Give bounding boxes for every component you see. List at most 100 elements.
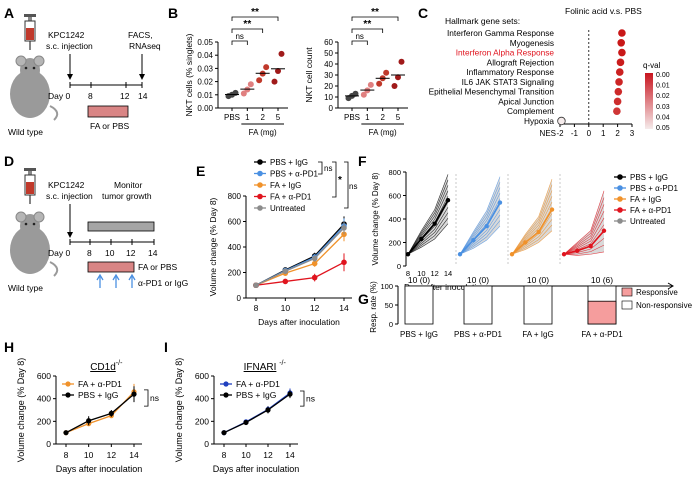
gsea-point xyxy=(616,58,625,67)
y-tick-label: 10 xyxy=(324,93,333,102)
x-tick-label: 1 xyxy=(245,113,250,122)
x-tick-label: 10 xyxy=(84,450,94,460)
data-point xyxy=(391,83,398,89)
x-tick-label: 10 xyxy=(281,303,291,313)
mean-line xyxy=(407,199,449,255)
x-tick-label: 1 xyxy=(601,129,606,138)
gene-set-label: Allograft Rejection xyxy=(487,57,555,67)
y-tick-label: 100 xyxy=(380,282,393,291)
significance-bracket xyxy=(332,161,337,198)
significance-label: ns xyxy=(235,32,243,41)
individual-trajectory xyxy=(511,224,553,255)
legend-label: PBS + IgG xyxy=(78,390,118,400)
individual-trajectory xyxy=(511,190,553,255)
legend-label: FA + IgG xyxy=(630,195,661,204)
significance-label: * xyxy=(338,175,342,186)
y-tick-label: 600 xyxy=(228,218,242,227)
gsea-point xyxy=(617,38,625,47)
legend-label: PBS + α-PD1 xyxy=(270,170,319,179)
panel-letter-c: C xyxy=(418,5,428,21)
data-point xyxy=(278,50,285,57)
legend-colorbar xyxy=(645,73,653,129)
x-tick-label: 10 xyxy=(417,269,425,278)
significance-label: ns xyxy=(306,394,315,404)
x-tick-label: FA + IgG xyxy=(522,330,553,339)
data-point xyxy=(282,268,289,275)
series-line xyxy=(255,233,345,286)
bar-responsive xyxy=(587,300,617,325)
gene-set-label: Interferon Alpha Response xyxy=(456,48,555,58)
significance-label: ns xyxy=(324,164,332,173)
bar-nonresponsive xyxy=(404,285,434,325)
x-tick-label: 14 xyxy=(444,269,452,278)
data-point xyxy=(419,236,424,242)
mean-line xyxy=(563,230,605,256)
significance-bracket xyxy=(351,40,368,45)
y-tick-label: 600 xyxy=(37,371,51,381)
individual-trajectory xyxy=(407,207,449,255)
x-tick-label: 3 xyxy=(630,129,635,138)
data-point xyxy=(352,90,359,97)
individual-trajectory xyxy=(563,211,605,255)
significance-label: ** xyxy=(363,19,371,30)
y-tick-label: 0 xyxy=(204,439,209,449)
mean-line xyxy=(459,202,501,255)
y-axis-label: Volume change (% Day 8) xyxy=(16,358,26,463)
panel-d-antibody-arrows xyxy=(96,273,136,288)
significance-bracket xyxy=(300,390,305,407)
significance-bracket xyxy=(318,161,323,175)
mouse-icon xyxy=(10,211,59,277)
y-tick-label: 400 xyxy=(388,215,401,224)
x-axis-label: FA (mg) xyxy=(369,128,397,137)
gsea-point xyxy=(614,87,623,96)
individual-trajectory xyxy=(563,238,605,255)
data-point xyxy=(271,78,278,85)
x-tick-label: 14 xyxy=(285,450,295,460)
panel-letter-a: A xyxy=(4,5,14,21)
legend-label: Responsive xyxy=(636,288,678,297)
y-tick-label: 200 xyxy=(37,416,51,426)
y-tick-label: 60 xyxy=(324,38,333,47)
data-point xyxy=(383,69,390,76)
x-tick-label: 12 xyxy=(263,450,273,460)
x-tick-label: 2 xyxy=(380,113,385,122)
x-tick-label: 14 xyxy=(339,303,349,313)
series-line xyxy=(255,223,345,286)
individual-trajectory xyxy=(459,193,501,255)
panel-d-day0: Day 0 xyxy=(48,248,70,258)
data-point xyxy=(360,91,367,98)
gene-set-label: Epithelial Mesenchymal Transition xyxy=(429,87,555,97)
data-point xyxy=(63,430,69,436)
data-point xyxy=(263,64,270,71)
bar-count-label: 10 (6) xyxy=(591,275,613,285)
panel-d-monitor: Monitor xyxy=(114,180,143,190)
x-axis-label: Days after inoculation xyxy=(213,464,300,474)
legend-label: PBS + IgG xyxy=(270,158,308,167)
significance-label: ns xyxy=(355,32,363,41)
individual-trajectory xyxy=(563,244,605,255)
series-line xyxy=(223,393,291,434)
chart-b-nkt-percent: 0.00 0.01 0.02 0.03 0.04 0.05 PBS 1 2 5 FA (mg) NKT… xyxy=(184,7,288,137)
panel-d-injection: s.c. injection xyxy=(46,191,93,201)
legend-marker xyxy=(617,218,623,224)
data-point xyxy=(395,74,401,81)
y-tick-label: 600 xyxy=(388,192,401,201)
gsea-point xyxy=(618,48,626,57)
individual-trajectory xyxy=(563,197,605,255)
data-point xyxy=(523,240,528,245)
x-axis-label: Days after inoculation xyxy=(404,282,486,292)
data-point xyxy=(311,260,318,267)
data-point xyxy=(341,259,347,266)
y-tick-label: 800 xyxy=(228,192,242,201)
gene-set-label: Apical Junction xyxy=(498,96,554,106)
data-point xyxy=(256,77,263,84)
x-tick-label: 8 xyxy=(64,450,69,460)
significance-label: ns xyxy=(150,393,159,403)
individual-trajectory xyxy=(563,204,605,255)
individual-trajectory xyxy=(407,223,449,255)
y-tick-label: 800 xyxy=(388,168,401,177)
data-point xyxy=(509,252,515,257)
panel-d-schematic: Wild type KPC1242 s.c. injection Monitor… xyxy=(8,168,188,293)
data-point xyxy=(108,410,114,416)
individual-trajectory xyxy=(511,184,553,255)
